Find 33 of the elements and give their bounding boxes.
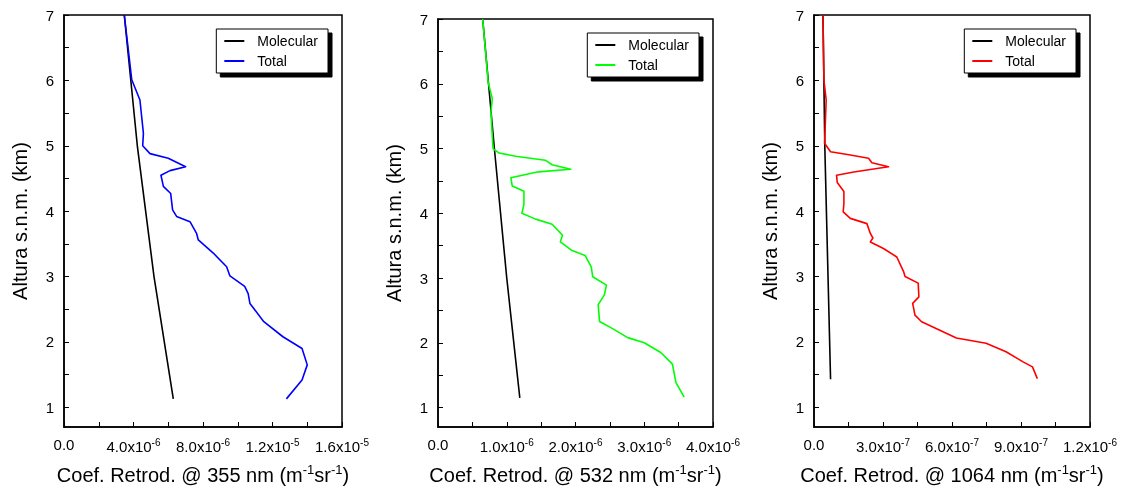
x-tick-label: 0.0 xyxy=(53,436,75,453)
y-tick-label: 6 xyxy=(45,71,54,89)
y-tick-label: 7 xyxy=(45,6,54,24)
y-tick-label: 4 xyxy=(419,204,428,222)
legend-label: Molecular xyxy=(628,37,690,53)
y-tick-label: 5 xyxy=(795,137,804,155)
legend-label: Molecular xyxy=(1005,33,1067,49)
y-tick-label: 2 xyxy=(795,333,804,351)
y-tick-label: 4 xyxy=(45,202,54,220)
y-tick-label: 1 xyxy=(45,398,54,416)
x-tick-label: 0.0 xyxy=(803,436,825,453)
y-tick-label: 5 xyxy=(419,140,428,158)
y-tick-label: 6 xyxy=(419,75,428,93)
y-tick-label: 1 xyxy=(419,399,428,417)
y-tick-label: 2 xyxy=(45,333,54,351)
legend-label: Total xyxy=(257,53,287,69)
y-tick-label: 5 xyxy=(45,137,54,155)
y-tick-label: 1 xyxy=(795,398,804,416)
legend-label: Molecular xyxy=(257,33,319,49)
y-tick-label: 7 xyxy=(795,6,804,24)
y-tick-label: 4 xyxy=(795,202,804,220)
legend-label: Total xyxy=(628,57,658,73)
y-tick-label: 3 xyxy=(795,268,804,286)
y-tick-label: 2 xyxy=(419,334,428,352)
y-axis-title: Altura s.n.m. (km) xyxy=(383,144,405,302)
y-axis-title: Altura s.n.m. (km) xyxy=(9,142,31,300)
y-tick-label: 7 xyxy=(419,10,428,28)
y-tick-label: 3 xyxy=(45,268,54,286)
y-axis-title: Altura s.n.m. (km) xyxy=(759,142,781,300)
y-tick-label: 3 xyxy=(419,269,428,287)
legend-label: Total xyxy=(1005,53,1035,69)
y-tick-label: 6 xyxy=(795,71,804,89)
x-tick-label: 0.0 xyxy=(427,436,449,453)
